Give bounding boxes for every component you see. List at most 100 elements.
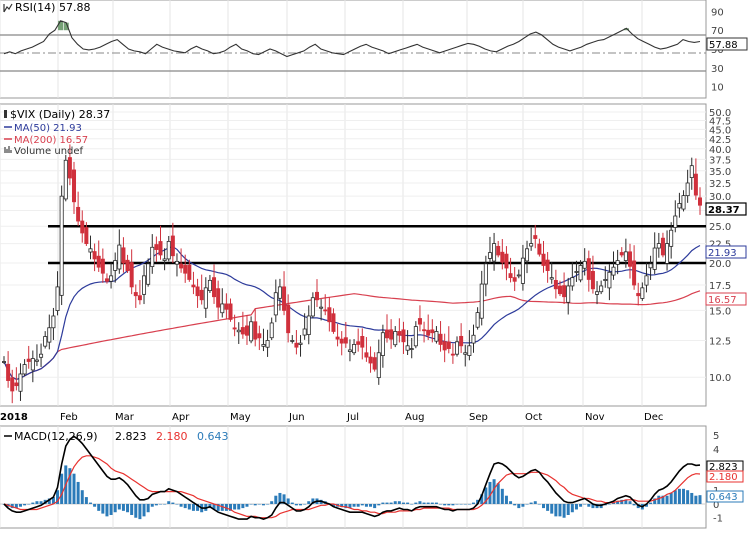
price-x-tick: Nov [585,412,605,423]
macd-hist-bar [661,495,665,504]
candle-body [500,251,505,263]
macd-hist-bar [451,503,455,506]
candle-body [55,286,60,311]
candle-body [319,306,324,309]
macd-hist-bar [397,501,401,504]
macd-hist-bar [521,503,525,507]
price-y-tick: 20.0 [709,259,731,270]
candle-body [224,303,229,310]
macd-hist-bar [657,495,661,504]
candle-body [244,325,249,336]
candle-body [92,251,97,260]
candle-body [158,241,163,256]
candle-body [104,278,109,282]
rsi-series-line [3,20,701,58]
macd-hist-bar [459,503,463,505]
candle-body [253,321,258,340]
candle-body [553,280,558,290]
macd-hist-bar [401,502,405,504]
macd-hist-bar [381,502,385,504]
ma50-last-value: 21.93 [708,248,737,259]
candle-body [599,285,604,293]
candle-body [352,344,357,354]
macd-hist-bar [649,502,653,504]
macd-hist-bar [241,503,245,509]
candle-body [125,259,130,271]
candle-body [47,327,52,343]
candle-body [22,364,27,375]
macd-hist-bar [558,503,562,517]
macd-hist-bar [492,479,496,504]
price-x-tick: Oct [525,412,542,423]
macd-hist-bar [364,503,368,507]
candle-body [529,243,534,247]
candle-body [570,277,575,287]
candle-body [150,246,155,267]
macd-hist-bar [27,503,31,505]
macd-hist-bar [471,502,475,504]
volume-legend-icon [4,146,12,153]
macd-hist-bar [117,503,121,510]
macd-hist-bar [529,502,533,504]
price-panel: 50.047.545.042.540.037.535.032.530.027.5… [0,103,747,423]
candle-body [487,252,492,259]
candle-body [179,263,184,269]
candle-body [63,159,68,200]
candle-body [660,237,665,256]
macd-hist-bar [175,503,179,505]
price-x-tick: May [230,412,251,423]
macd-hist-bar [150,503,154,507]
macd-hist-bar [109,503,113,515]
candle-body [566,285,571,303]
rsi-legend-icon [3,3,13,13]
candle-body [640,287,645,299]
macd-hist-bar [632,503,636,506]
price-legend-title: $VIX (Daily) 28.37 [10,108,110,121]
macd-hist-bar [439,503,443,505]
price-x-tick: 2018 [0,412,28,423]
macd-hist-bar [294,503,298,506]
candle-body [673,215,678,228]
candle-body [34,359,39,362]
price-x-tick: Jun [288,412,305,423]
macd-hist-bar [134,503,138,518]
macd-hist-bar [430,502,434,504]
candle-body [545,259,550,271]
candle-body [380,332,385,356]
candle-body [298,342,303,345]
price-y-tick: 40.0 [709,145,731,156]
candle-body [652,247,657,270]
macd-hist-bar [113,503,117,513]
candle-body [578,265,583,281]
price-frame [0,103,707,407]
price-x-tick: Mar [115,412,135,423]
rsi-overbought-area [63,22,69,31]
macd-hist-bar [698,495,702,504]
macd-hist-bar [224,503,228,511]
macd-hist-bar [290,502,294,504]
macd-hist-bar [257,503,261,505]
candle-body [261,344,266,347]
rsi-overbought-area [623,28,629,31]
ma50-last-value-box [705,245,747,259]
macd-hist-bar [690,492,694,504]
macd-hist-bar [669,492,673,504]
macd-hist-bar [191,503,195,511]
macd-hist-bar [154,503,158,506]
candle-body [26,358,31,362]
price-x-tick: Dec [644,412,663,423]
macd-hist-bar [484,487,488,504]
macd-hist-bar [628,501,632,504]
macd-hist-bar [616,501,620,504]
macd-hist-bar [286,498,290,504]
candle-body [162,258,167,261]
candle-body [121,247,126,264]
macd-hist-bar [414,502,418,504]
macd-hist-bar [39,501,43,504]
candle-body [170,235,175,257]
candle-body [685,182,690,197]
rsi-y-tick: 90 [711,7,724,18]
macd-hist-bar [455,503,459,505]
macd-hist-bar [463,503,467,505]
